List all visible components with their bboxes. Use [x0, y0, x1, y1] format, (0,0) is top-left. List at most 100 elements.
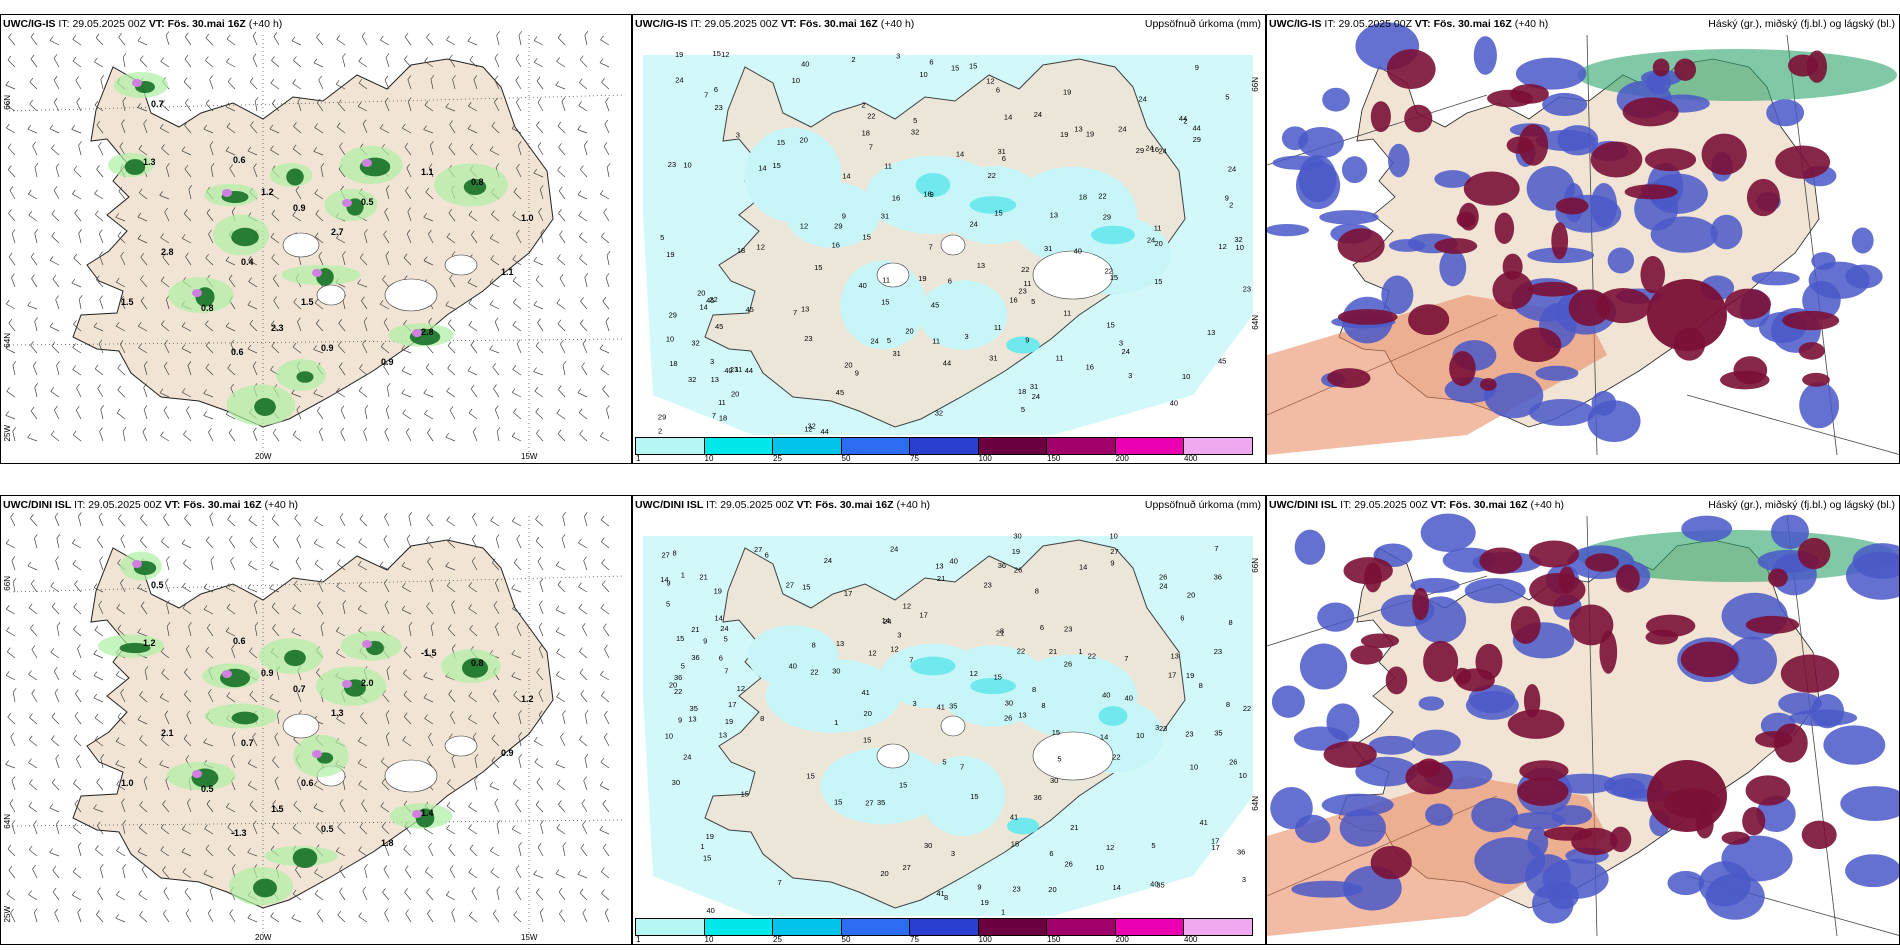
precip-value: 12 — [721, 50, 729, 59]
wind-value: 2.8 — [421, 327, 434, 337]
precip-value: 20 — [1154, 239, 1162, 248]
precip-value: 30 — [1050, 776, 1058, 785]
precip-value: 23 — [804, 334, 812, 343]
precip-value: 14 — [715, 613, 723, 622]
precip-value: 30 — [924, 841, 932, 850]
panel-precip-row2: UWC/DINI ISL IT: 29.05.2025 00Z VT: Fös.… — [632, 495, 1266, 945]
precip-value: 21 — [937, 574, 945, 583]
precip-colorbar — [635, 437, 1253, 455]
precip-value: 6 — [1040, 623, 1044, 632]
precip-value: 14 — [1100, 732, 1108, 741]
colorbar-tick: 400 — [1184, 935, 1198, 944]
precip-value: 23 — [668, 160, 676, 169]
precip-value: 8 — [1032, 685, 1036, 694]
colorbar-segment — [909, 918, 979, 936]
precip-value: 27 — [786, 581, 794, 590]
lat-label-64: 64N — [3, 333, 12, 348]
colorbar-segment — [1183, 918, 1253, 936]
precip-value: 31 — [989, 353, 997, 362]
precip-value: 24 — [1122, 347, 1130, 356]
wind-value: 1.3 — [331, 708, 344, 718]
precip-value: 11 — [932, 337, 940, 346]
wind-value: 0.9 — [293, 203, 306, 213]
precip-value: 22 — [1017, 647, 1025, 656]
precip-value: 17 — [1168, 670, 1176, 679]
wind-value: 1.5 — [301, 297, 314, 307]
panel-cloud-row1: UWC/IG-IS IT: 29.05.2025 00Z VT: Fös. 30… — [1266, 14, 1900, 464]
precip-value: 11 — [884, 162, 892, 171]
wind-map: 0.7 1.3 0.6 1.2 0.9 2.7 0.5 1.1 0.8 1.0 2.8 0.4 1.5 2… — [5, 31, 626, 455]
precip-value: 27 — [661, 551, 669, 560]
precip-value: 3 — [951, 849, 955, 858]
precip-value: 12 — [903, 602, 911, 611]
precip-value: 14 — [758, 164, 766, 173]
precip-value: 19 — [1063, 87, 1071, 96]
precip-value: 22 — [1098, 191, 1106, 200]
panel-title: UWC/DINI ISL IT: 29.05.2025 00Z VT: Fös.… — [1269, 499, 1565, 511]
precip-value: 12 — [757, 242, 765, 251]
field-title: Uppsöfnuð úrkoma (mm) — [1144, 499, 1261, 511]
precip-value: 15 — [1154, 277, 1162, 286]
precip-value: 12 — [970, 669, 978, 678]
colorbar-tick: 150 — [1047, 454, 1061, 463]
precip-value: 17 — [844, 589, 852, 598]
precip-value: 8 — [1035, 586, 1039, 595]
colorbar-tick: 200 — [1115, 935, 1129, 944]
precip-value: 32 — [691, 339, 699, 348]
precip-value: 1 — [834, 718, 838, 727]
precip-value: 40 — [801, 59, 809, 68]
precip-value: 40 — [1102, 691, 1110, 700]
precip-value: 31 — [893, 349, 901, 358]
precip-value: 15 — [881, 298, 889, 307]
field-title: Háský (gr.), miðský (fj.bl.) og lágský (… — [1708, 499, 1895, 511]
precip-value: 30 — [672, 778, 680, 787]
precip-value: 8 — [1199, 681, 1203, 690]
precip-value: 36 — [1034, 793, 1042, 802]
precip-value: 27 — [865, 798, 873, 807]
precip-value: 11 — [1154, 224, 1162, 233]
colorbar-tick: 25 — [773, 935, 782, 944]
precip-value: 16 — [1009, 296, 1017, 305]
precip-colorbar-ticks: 1 10 25 50 75 100 150 200 400 — [635, 454, 1265, 463]
precip-value: 1 — [700, 842, 704, 851]
wind-value: 1.0 — [521, 213, 534, 223]
precip-value: 10 — [1136, 731, 1144, 740]
precip-value: 22 — [1112, 753, 1120, 762]
precip-value: 44 — [745, 366, 753, 375]
colorbar-segment — [977, 918, 1047, 936]
colorbar-tick: 150 — [1047, 935, 1061, 944]
wind-value: -1.5 — [421, 648, 437, 658]
precip-value: 22 — [1088, 652, 1096, 661]
precip-value: 14 — [956, 149, 964, 158]
precip-value: 7 — [793, 308, 797, 317]
precip-value: 16 — [832, 241, 840, 250]
colorbar-tick: 100 — [978, 454, 992, 463]
precip-value: 18 — [862, 129, 870, 138]
colorbar-segment — [703, 918, 773, 936]
colorbar-segment — [1046, 918, 1116, 936]
precip-value: 5 — [913, 116, 917, 125]
precip-value: 8 — [673, 549, 677, 558]
colorbar-tick: 25 — [773, 454, 782, 463]
precip-value: 16 — [892, 193, 900, 202]
wind-value: 1.2 — [261, 187, 274, 197]
precip-value: 29 — [1193, 135, 1201, 144]
precip-value: 40 — [1150, 880, 1158, 889]
panel-title: UWC/DINI ISL IT: 29.05.2025 00Z VT: Fös.… — [635, 499, 931, 511]
precip-value: 3 — [897, 630, 901, 639]
precip-value: 7 — [960, 763, 964, 772]
precip-value: 3 — [896, 52, 900, 61]
precip-value: 19 — [1186, 671, 1194, 680]
precip-value: 35 — [1156, 880, 1164, 889]
precip-value: 27 — [903, 863, 911, 872]
wind-value: 0.8 — [471, 658, 484, 668]
precip-value: 15 — [703, 853, 711, 862]
precip-value: 31 — [881, 212, 889, 221]
precip-value: 26 — [1229, 757, 1237, 766]
colorbar-tick: 1 — [636, 935, 641, 944]
precip-value: 32 — [688, 375, 696, 384]
panel-title: UWC/DINI ISL IT: 29.05.2025 00Z VT: Fös.… — [3, 499, 299, 511]
precip-value: 5 — [942, 757, 946, 766]
panel-title: UWC/IG-IS IT: 29.05.2025 00Z VT: Fös. 30… — [3, 18, 283, 30]
precip-value: 24 — [824, 556, 832, 565]
